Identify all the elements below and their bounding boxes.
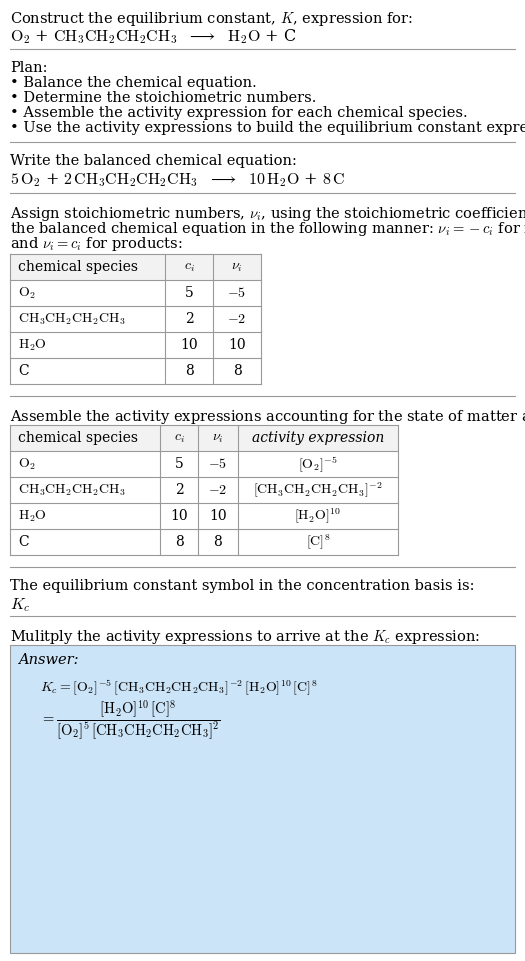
Text: 10: 10	[228, 338, 246, 352]
Text: $\mathrm{H_2O}$: $\mathrm{H_2O}$	[18, 337, 47, 353]
Text: $K_c = [\mathrm{O_2}]^{-5}\,[\mathrm{CH_3CH_2CH_2CH_3}]^{-2}\,[\mathrm{H_2O}]^{1: $K_c = [\mathrm{O_2}]^{-5}\,[\mathrm{CH_…	[40, 677, 318, 697]
Text: and $\nu_i = c_i$ for products:: and $\nu_i = c_i$ for products:	[10, 235, 182, 253]
Text: Plan:: Plan:	[10, 61, 47, 75]
Bar	[10, 254, 261, 280]
Text: $\mathrm{CH_3CH_2CH_2CH_3}$: $\mathrm{CH_3CH_2CH_2CH_3}$	[18, 482, 126, 498]
Text: $K_c$: $K_c$	[10, 596, 30, 614]
Text: 5: 5	[175, 457, 183, 471]
Text: $\mathrm{O_2}$ + $\mathrm{CH_3CH_2CH_2CH_3}$  $\longrightarrow$  $\mathrm{H_2O}$: $\mathrm{O_2}$ + $\mathrm{CH_3CH_2CH_2CH…	[10, 27, 297, 46]
Text: 10: 10	[170, 509, 188, 523]
Text: • Assemble the activity expression for each chemical species.: • Assemble the activity expression for e…	[10, 106, 468, 120]
Text: Assign stoichiometric numbers, $\nu_i$, using the stoichiometric coefficients, $: Assign stoichiometric numbers, $\nu_i$, …	[10, 205, 525, 223]
Text: $[\mathrm{O_2}]^{-5}$: $[\mathrm{O_2}]^{-5}$	[298, 455, 338, 474]
Text: • Use the activity expressions to build the equilibrium constant expression.: • Use the activity expressions to build …	[10, 121, 525, 135]
Text: $[\mathrm{C}]^{8}$: $[\mathrm{C}]^{8}$	[306, 532, 330, 552]
Text: $-5$: $-5$	[208, 457, 227, 471]
Text: 8: 8	[233, 364, 242, 378]
Text: C: C	[18, 364, 29, 378]
Text: $\nu_i$: $\nu_i$	[212, 431, 224, 445]
Text: • Balance the chemical equation.: • Balance the chemical equation.	[10, 76, 257, 90]
Text: activity expression: activity expression	[252, 431, 384, 445]
Text: $-2$: $-2$	[227, 312, 247, 326]
Text: $[\mathrm{H_2O}]^{10}$: $[\mathrm{H_2O}]^{10}$	[295, 506, 342, 526]
Text: Write the balanced chemical equation:: Write the balanced chemical equation:	[10, 154, 297, 168]
Text: Assemble the activity expressions accounting for the state of matter and $\nu_i$: Assemble the activity expressions accoun…	[10, 408, 525, 426]
Text: Construct the equilibrium constant, $K$, expression for:: Construct the equilibrium constant, $K$,…	[10, 10, 413, 28]
Text: 10: 10	[180, 338, 198, 352]
Text: • Determine the stoichiometric numbers.: • Determine the stoichiometric numbers.	[10, 91, 317, 105]
Text: $[\mathrm{CH_3CH_2CH_2CH_3}]^{-2}$: $[\mathrm{CH_3CH_2CH_2CH_3}]^{-2}$	[253, 480, 383, 500]
Text: 8: 8	[175, 535, 183, 549]
Text: $= \dfrac{[\mathrm{H_2O}]^{10}\,[\mathrm{C}]^{8}}{[\mathrm{O_2}]^{5}\,[\mathrm{C: $= \dfrac{[\mathrm{H_2O}]^{10}\,[\mathrm…	[40, 699, 221, 742]
Text: C: C	[18, 535, 29, 549]
Text: $\mathrm{O_2}$: $\mathrm{O_2}$	[18, 456, 36, 472]
Text: The equilibrium constant symbol in the concentration basis is:: The equilibrium constant symbol in the c…	[10, 579, 475, 593]
Text: $5\,\mathrm{O_2}$ + $2\,\mathrm{CH_3CH_2CH_2CH_3}$  $\longrightarrow$  $10\,\mat: $5\,\mathrm{O_2}$ + $2\,\mathrm{CH_3CH_2…	[10, 171, 345, 188]
Text: chemical species: chemical species	[18, 260, 138, 274]
Text: $-2$: $-2$	[208, 483, 227, 497]
Text: Mulitply the activity expressions to arrive at the $K_c$ expression:: Mulitply the activity expressions to arr…	[10, 628, 480, 646]
Bar	[10, 425, 398, 451]
Text: $\mathrm{CH_3CH_2CH_2CH_3}$: $\mathrm{CH_3CH_2CH_2CH_3}$	[18, 311, 126, 327]
Text: 10: 10	[209, 509, 227, 523]
Text: 2: 2	[175, 483, 183, 497]
Text: 8: 8	[185, 364, 193, 378]
Text: Answer:: Answer:	[18, 653, 79, 667]
Text: chemical species: chemical species	[18, 431, 138, 445]
Bar	[10, 645, 515, 953]
Text: $\nu_i$: $\nu_i$	[231, 260, 243, 274]
Text: $c_i$: $c_i$	[184, 260, 194, 274]
Text: $-5$: $-5$	[227, 286, 247, 300]
Text: $c_i$: $c_i$	[174, 431, 184, 445]
Text: 5: 5	[185, 286, 193, 300]
Text: 2: 2	[185, 312, 193, 326]
Text: the balanced chemical equation in the following manner: $\nu_i = -c_i$ for react: the balanced chemical equation in the fo…	[10, 220, 525, 238]
Text: $\mathrm{O_2}$: $\mathrm{O_2}$	[18, 285, 36, 301]
Text: $\mathrm{H_2O}$: $\mathrm{H_2O}$	[18, 508, 47, 524]
Text: 8: 8	[214, 535, 223, 549]
